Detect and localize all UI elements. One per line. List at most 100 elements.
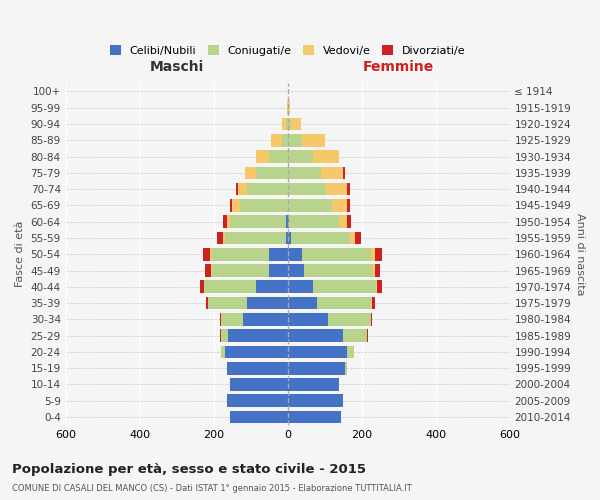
Bar: [355, 232, 361, 244]
Bar: [287, 118, 291, 130]
Bar: [217, 232, 223, 244]
Bar: [371, 296, 374, 310]
Bar: [271, 134, 282, 146]
Bar: [230, 199, 232, 212]
Bar: [203, 280, 205, 293]
Text: Femmine: Femmine: [363, 60, 434, 74]
Bar: [230, 410, 287, 424]
Bar: [321, 166, 343, 179]
Bar: [256, 166, 287, 179]
Bar: [245, 166, 256, 179]
Bar: [376, 280, 377, 293]
Bar: [371, 248, 374, 260]
Bar: [287, 183, 326, 196]
Bar: [287, 150, 313, 163]
Bar: [326, 183, 347, 196]
Bar: [287, 280, 313, 293]
Bar: [374, 248, 382, 260]
Bar: [302, 134, 325, 146]
Bar: [304, 264, 373, 277]
Bar: [373, 264, 374, 277]
Bar: [238, 183, 247, 196]
Bar: [350, 232, 355, 244]
Bar: [367, 330, 368, 342]
Bar: [220, 330, 221, 342]
Bar: [256, 150, 269, 163]
Bar: [243, 313, 287, 326]
Bar: [313, 150, 340, 163]
Bar: [345, 362, 347, 374]
Bar: [239, 199, 287, 212]
Bar: [232, 199, 239, 212]
Bar: [291, 118, 301, 130]
Bar: [230, 378, 287, 391]
Bar: [269, 248, 287, 260]
Text: Maschi: Maschi: [149, 60, 204, 74]
Bar: [225, 346, 287, 358]
Bar: [227, 216, 230, 228]
Bar: [340, 216, 347, 228]
Bar: [287, 232, 290, 244]
Y-axis label: Fasce di età: Fasce di età: [15, 221, 25, 288]
Bar: [282, 118, 286, 130]
Bar: [287, 248, 302, 260]
Bar: [211, 264, 212, 277]
Bar: [287, 216, 289, 228]
Bar: [269, 150, 287, 163]
Bar: [205, 280, 256, 293]
Bar: [230, 216, 286, 228]
Bar: [343, 330, 367, 342]
Bar: [287, 346, 347, 358]
Bar: [223, 232, 225, 244]
Bar: [286, 216, 287, 228]
Bar: [200, 280, 203, 293]
Bar: [332, 199, 347, 212]
Bar: [286, 232, 287, 244]
Bar: [287, 102, 289, 114]
Text: Popolazione per età, sesso e stato civile - 2015: Popolazione per età, sesso e stato civil…: [12, 462, 366, 475]
Bar: [203, 248, 210, 260]
Bar: [225, 232, 286, 244]
Bar: [282, 134, 287, 146]
Bar: [347, 183, 350, 196]
Bar: [287, 264, 304, 277]
Bar: [212, 248, 269, 260]
Bar: [256, 280, 287, 293]
Bar: [347, 346, 354, 358]
Bar: [289, 102, 290, 114]
Bar: [221, 313, 243, 326]
Bar: [227, 394, 287, 407]
Bar: [286, 118, 287, 130]
Bar: [287, 330, 343, 342]
Bar: [206, 296, 208, 310]
Bar: [317, 296, 371, 310]
Bar: [287, 296, 317, 310]
Bar: [210, 248, 212, 260]
Bar: [371, 313, 372, 326]
Bar: [221, 346, 225, 358]
Bar: [289, 216, 340, 228]
Bar: [212, 264, 269, 277]
Bar: [377, 280, 382, 293]
Bar: [302, 248, 371, 260]
Bar: [227, 362, 287, 374]
Bar: [287, 199, 332, 212]
Bar: [290, 232, 350, 244]
Bar: [247, 296, 287, 310]
Bar: [374, 264, 380, 277]
Bar: [205, 264, 211, 277]
Bar: [221, 330, 229, 342]
Bar: [287, 313, 328, 326]
Bar: [236, 183, 238, 196]
Bar: [269, 264, 287, 277]
Bar: [287, 410, 341, 424]
Bar: [347, 199, 350, 212]
Y-axis label: Anni di nascita: Anni di nascita: [575, 213, 585, 296]
Bar: [229, 330, 287, 342]
Text: COMUNE DI CASALI DEL MANCO (CS) - Dati ISTAT 1° gennaio 2015 - Elaborazione TUTT: COMUNE DI CASALI DEL MANCO (CS) - Dati I…: [12, 484, 412, 493]
Bar: [287, 378, 340, 391]
Bar: [247, 183, 287, 196]
Legend: Celibi/Nubili, Coniugati/e, Vedovi/e, Divorziati/e: Celibi/Nubili, Coniugati/e, Vedovi/e, Di…: [106, 41, 470, 60]
Bar: [287, 166, 321, 179]
Bar: [220, 313, 221, 326]
